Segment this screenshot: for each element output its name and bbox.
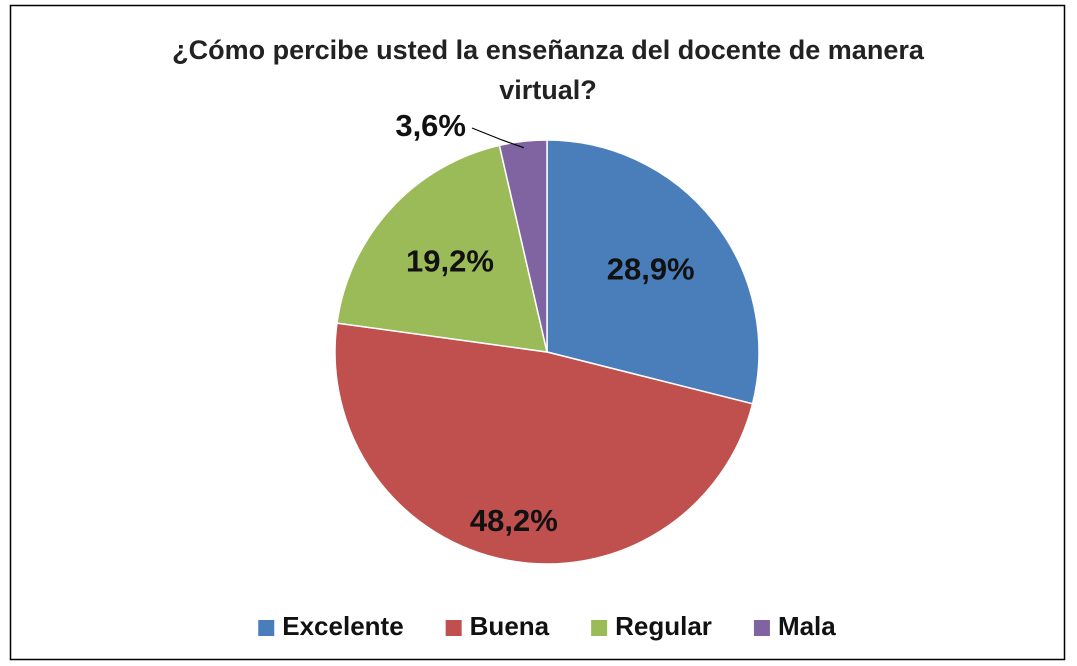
pie-slice <box>546 139 760 405</box>
data-label: 28,9% <box>607 251 695 286</box>
data-label: 19,2% <box>406 244 494 279</box>
data-label: 48,2% <box>470 503 558 538</box>
legend-label: Regular <box>615 611 712 641</box>
pie-slice <box>334 322 754 565</box>
data-label: 3,6% <box>395 108 466 143</box>
pie-slice <box>336 144 548 353</box>
leader-line <box>471 127 524 149</box>
legend-swatch <box>258 620 275 636</box>
legend-swatch <box>753 620 770 636</box>
legend-label: Mala <box>778 611 836 641</box>
chart-title: ¿Cómo percibe usted la enseñanza del doc… <box>172 35 924 105</box>
legend-swatch <box>445 620 462 636</box>
pie-slice <box>498 139 548 353</box>
legend-label: Excelente <box>282 611 403 641</box>
legend-label: Buena <box>470 611 550 641</box>
legend-swatch <box>591 620 608 636</box>
